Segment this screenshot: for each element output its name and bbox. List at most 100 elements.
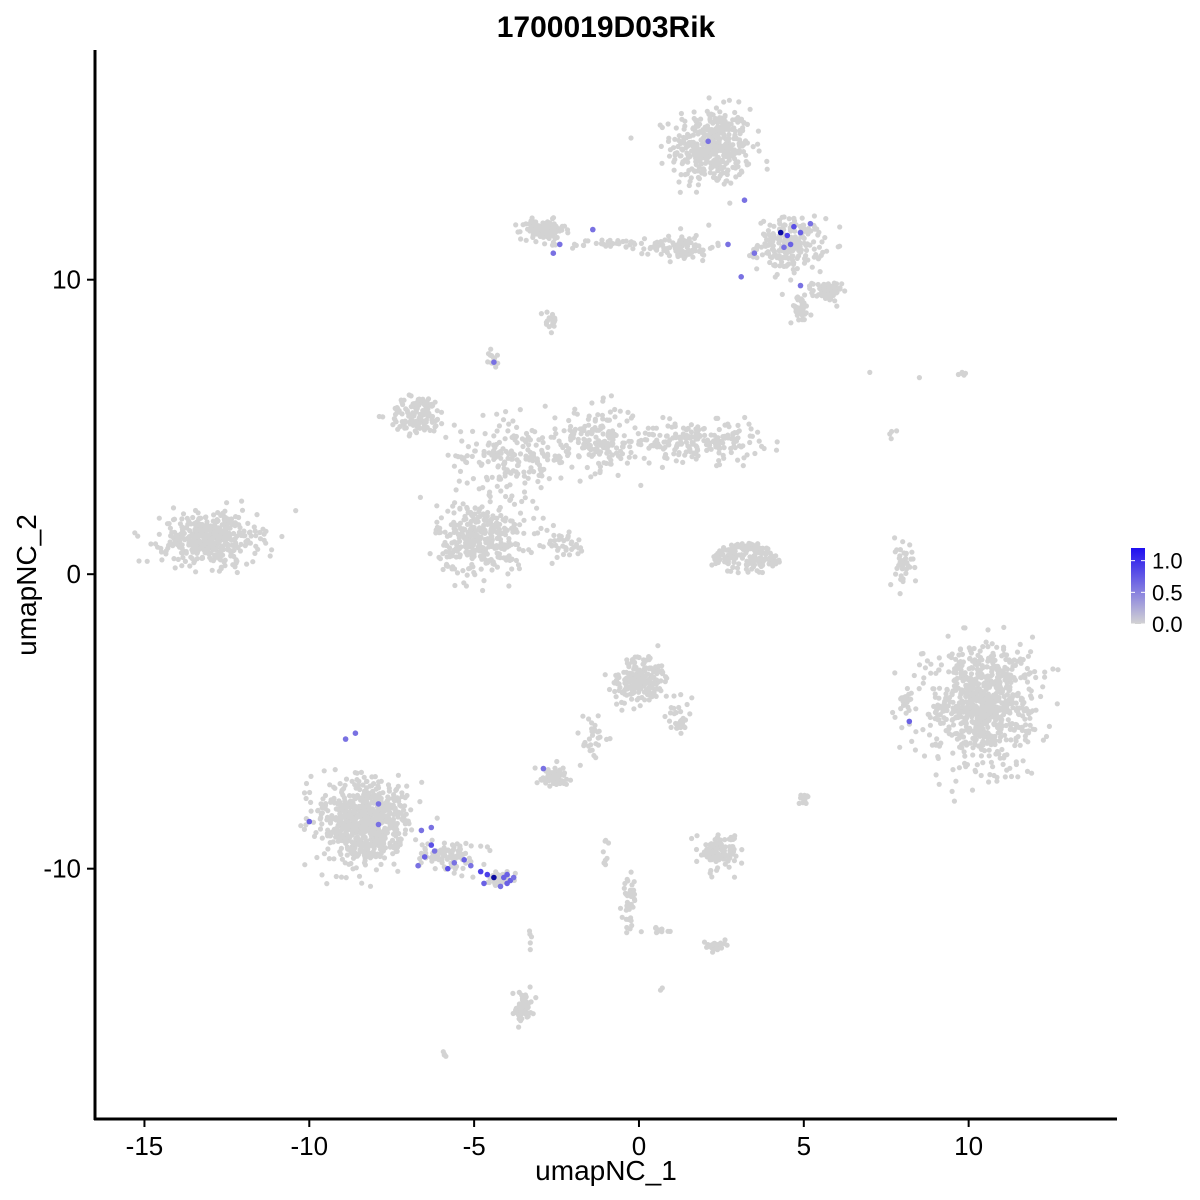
background-cell-point: [967, 740, 973, 746]
background-cell-point: [963, 764, 969, 770]
background-cell-point: [1000, 687, 1006, 693]
background-cell-point: [936, 685, 943, 691]
background-cell-point: [571, 428, 578, 434]
background-cell-point: [970, 682, 976, 688]
background-cell-point: [659, 160, 665, 166]
background-cell-point: [1009, 700, 1015, 707]
background-cell-point: [716, 160, 722, 166]
background-cell-point: [378, 861, 384, 868]
background-cell-point: [642, 430, 648, 436]
background-cell-point: [443, 434, 449, 440]
background-cell-point: [377, 813, 383, 820]
background-cell-point: [502, 436, 508, 442]
background-cell-point: [954, 675, 960, 682]
background-cell-point: [632, 241, 638, 247]
background-cell-point: [308, 773, 314, 780]
background-cell-point: [355, 821, 361, 827]
background-cell-point: [695, 447, 701, 453]
background-cell-point: [392, 843, 398, 849]
background-cell-point: [610, 437, 616, 443]
background-cell-point: [386, 806, 392, 813]
background-cell-point: [903, 570, 909, 577]
background-cell-point: [218, 548, 224, 554]
background-cell-point: [559, 223, 565, 229]
background-cell-point: [582, 437, 589, 444]
background-cell-point: [972, 657, 978, 663]
background-cell-point: [217, 526, 223, 532]
background-cell-point: [803, 800, 809, 807]
background-cell-point: [749, 566, 755, 572]
background-cell-point: [250, 559, 256, 565]
background-cell-point: [729, 544, 735, 550]
background-cell-point: [714, 867, 720, 873]
background-cell-point: [1021, 708, 1027, 714]
background-cell-point: [487, 489, 493, 495]
background-cell-point: [629, 696, 635, 702]
background-cell-point: [442, 849, 448, 855]
background-cell-point: [893, 571, 899, 577]
background-cell-point: [746, 161, 752, 167]
background-cell-point: [647, 692, 653, 698]
background-cell-point: [663, 674, 669, 680]
background-cell-point: [802, 292, 808, 298]
background-cell-point: [782, 255, 788, 261]
background-cell-point: [686, 154, 692, 160]
background-cell-point: [457, 552, 463, 558]
background-cell-point: [351, 845, 357, 851]
background-cell-point: [364, 785, 370, 791]
background-cell-point: [1001, 709, 1007, 715]
background-cell-point: [607, 736, 613, 742]
background-cell-point: [1050, 666, 1056, 672]
background-cell-point: [632, 897, 638, 904]
background-cell-point: [361, 852, 367, 858]
background-cell-point: [333, 806, 339, 812]
background-cell-point: [469, 453, 475, 459]
background-cell-point: [1003, 698, 1009, 704]
background-cell-point: [483, 560, 489, 566]
background-cell-point: [735, 164, 741, 170]
background-cell-point: [707, 116, 713, 123]
background-cell-point: [712, 438, 719, 444]
background-cell-point: [199, 521, 205, 528]
background-cell-point: [447, 554, 453, 560]
background-cell-point: [333, 873, 339, 880]
background-cell-point: [581, 445, 587, 451]
background-cell-point: [502, 518, 508, 524]
background-cell-point: [564, 776, 570, 782]
background-cell-point: [662, 237, 668, 243]
background-cell-point: [985, 676, 991, 682]
background-cell-point: [502, 473, 508, 479]
background-cell-point: [645, 425, 651, 431]
background-cell-point: [1008, 672, 1014, 678]
background-cell-point: [679, 146, 685, 152]
background-cell-point: [713, 105, 720, 111]
background-cell-point: [988, 759, 995, 765]
background-cell-point: [356, 812, 362, 818]
background-cell-point: [383, 817, 390, 823]
background-cell-point: [676, 450, 682, 456]
background-cell-point: [808, 312, 814, 318]
background-cell-point: [203, 514, 209, 520]
background-cell-point: [543, 780, 549, 786]
background-cell-point: [1010, 692, 1016, 698]
background-cell-point: [689, 454, 695, 460]
background-cell-point: [769, 255, 775, 261]
background-cell-point: [712, 556, 718, 563]
background-cell-point: [676, 704, 682, 711]
background-cell-point: [628, 438, 634, 445]
background-cell-point: [485, 442, 491, 448]
background-cell-point: [408, 807, 414, 813]
background-cell-point: [659, 124, 665, 131]
background-cell-point: [842, 288, 848, 294]
background-cell-point: [704, 108, 710, 114]
background-cell-point: [407, 431, 413, 437]
background-cell-point: [986, 655, 992, 661]
background-cell-point: [772, 274, 778, 280]
background-cell-point: [188, 554, 194, 560]
background-cell-point: [988, 673, 994, 679]
background-cell-point: [715, 415, 721, 421]
background-cell-point: [765, 228, 772, 234]
background-cell-point: [821, 284, 827, 291]
background-cell-point: [423, 400, 429, 407]
background-cell-point: [579, 548, 585, 554]
